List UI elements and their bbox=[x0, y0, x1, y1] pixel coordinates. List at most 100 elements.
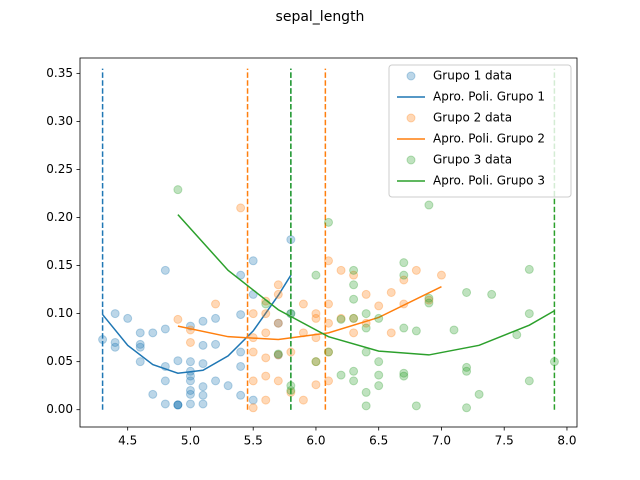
legend-marker bbox=[406, 113, 416, 123]
scatter-point bbox=[311, 357, 321, 367]
scatter-point bbox=[336, 314, 346, 324]
scatter-point bbox=[236, 270, 246, 280]
scatter-point bbox=[110, 342, 120, 352]
scatter-point bbox=[336, 313, 346, 323]
scatter-point bbox=[273, 289, 283, 299]
scatter-point bbox=[449, 325, 459, 335]
fit-line bbox=[177, 286, 442, 341]
scatter-point bbox=[349, 366, 359, 376]
legend-label: Apro. Poli. Grupo 1 bbox=[433, 90, 545, 104]
scatter-point bbox=[148, 328, 158, 338]
scatter-point bbox=[311, 270, 321, 280]
scatter-point bbox=[211, 376, 221, 386]
y-tick-label: 0.10 bbox=[46, 306, 73, 320]
plot-frame bbox=[79, 57, 578, 428]
scatter-point bbox=[474, 389, 484, 399]
scatter-point bbox=[524, 376, 534, 386]
scatter-point bbox=[236, 347, 246, 357]
scatter-point bbox=[349, 313, 359, 323]
y-tick-label: 0.20 bbox=[46, 210, 73, 224]
scatter-point bbox=[399, 258, 409, 268]
scatter-point bbox=[324, 347, 333, 357]
scatter-point bbox=[198, 399, 208, 409]
scatter-point bbox=[424, 295, 434, 305]
scatter-point bbox=[349, 265, 359, 275]
scatter-point bbox=[336, 265, 346, 275]
scatter-point bbox=[273, 318, 283, 328]
scatter-point bbox=[110, 309, 120, 319]
scatter-point bbox=[374, 370, 384, 380]
scatter-point bbox=[211, 313, 221, 323]
scatter-point bbox=[198, 390, 208, 400]
scatter-point bbox=[399, 270, 409, 280]
x-tick-label: 6.0 bbox=[306, 434, 325, 448]
legend-label: Apro. Poli. Grupo 3 bbox=[433, 174, 545, 188]
scatter-point bbox=[236, 361, 246, 371]
scatter-point bbox=[261, 395, 271, 405]
scatter-point bbox=[361, 347, 371, 357]
scatter-point bbox=[261, 328, 271, 338]
scatter-point bbox=[386, 287, 396, 297]
scatter-point bbox=[349, 270, 359, 280]
scatter-point bbox=[123, 313, 133, 323]
scatter-point bbox=[361, 289, 371, 299]
scatter-point bbox=[336, 370, 346, 380]
scatter-point bbox=[110, 337, 120, 347]
scatter-point bbox=[349, 280, 359, 290]
scatter-point bbox=[198, 382, 208, 392]
scatter-point bbox=[399, 368, 409, 378]
legend-label: Grupo 3 data bbox=[433, 153, 512, 167]
scatter-point bbox=[298, 395, 308, 405]
fit-line bbox=[177, 214, 555, 356]
scatter-point bbox=[361, 401, 371, 411]
scatter-point bbox=[261, 309, 271, 319]
scatter-point bbox=[311, 333, 321, 343]
scatter-point bbox=[198, 340, 208, 350]
scatter-point bbox=[349, 376, 359, 386]
scatter-point bbox=[261, 353, 271, 363]
scatter-point bbox=[324, 256, 333, 266]
scatter-point bbox=[173, 400, 183, 410]
fit-line bbox=[102, 274, 292, 374]
scatter-point bbox=[148, 389, 158, 399]
scatter-point bbox=[223, 381, 233, 391]
scatter-point bbox=[273, 280, 283, 290]
scatter-point bbox=[211, 299, 221, 309]
scatter-point bbox=[273, 350, 283, 360]
scatter-point bbox=[374, 381, 384, 391]
scatter-point bbox=[411, 326, 421, 336]
scatter-point bbox=[160, 399, 170, 409]
scatter-point bbox=[248, 347, 258, 357]
scatter-point bbox=[361, 323, 371, 333]
scatter-point bbox=[424, 293, 434, 303]
scatter-point bbox=[436, 270, 446, 280]
legend-label: Apro. Poli. Grupo 2 bbox=[433, 132, 545, 146]
scatter-point bbox=[236, 310, 246, 320]
x-tick-label: 6.5 bbox=[369, 434, 388, 448]
scatter-point bbox=[236, 203, 246, 213]
chart-title: sepal_length bbox=[276, 9, 365, 25]
scatter-point bbox=[462, 362, 472, 372]
scatter-point bbox=[424, 298, 434, 308]
x-tick-label: 7.0 bbox=[432, 434, 451, 448]
scatter-point bbox=[374, 357, 384, 367]
scatter-point bbox=[273, 318, 283, 328]
scatter-point bbox=[462, 403, 472, 413]
y-tick-label: 0.00 bbox=[46, 402, 73, 416]
scatter-point bbox=[374, 313, 384, 323]
scatter-point bbox=[198, 316, 208, 326]
y-tick-label: 0.05 bbox=[46, 354, 73, 368]
scatter-point bbox=[324, 376, 333, 386]
y-tick-label: 0.15 bbox=[46, 258, 73, 272]
scatter-point bbox=[349, 294, 359, 304]
scatter-point bbox=[248, 256, 258, 266]
scatter-point bbox=[185, 385, 195, 395]
legend-marker bbox=[406, 71, 416, 81]
scatter-point bbox=[198, 359, 208, 369]
scatter-point bbox=[273, 349, 283, 359]
scatter-point bbox=[311, 380, 321, 390]
x-tick-label: 5.0 bbox=[181, 434, 200, 448]
scatter-point bbox=[173, 400, 183, 410]
scatter-point bbox=[261, 371, 271, 381]
y-tick-label: 0.25 bbox=[46, 162, 73, 176]
